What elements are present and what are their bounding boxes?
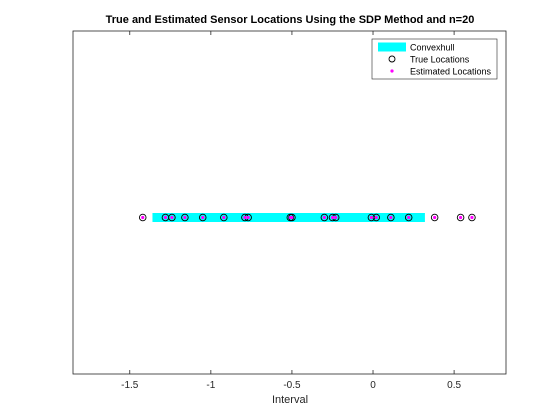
legend: Convexhull True Locations Estimated Locati… [372,39,497,79]
legend-label: Convexhull [410,43,455,53]
legend-label: Estimated Locations [410,67,492,77]
estimated-location-marker [470,216,473,219]
plot-area [73,31,506,374]
estimated-location-marker [323,216,326,219]
estimated-location-marker [334,216,337,219]
x-tick-label: -1 [206,380,215,391]
estimated-location-marker [331,216,334,219]
x-axis-label: Interval [272,394,308,406]
x-tick-label: 0.5 [447,380,461,391]
estimated-location-marker [247,216,250,219]
x-tick-label: -0.5 [283,380,301,391]
estimated-location-marker [201,216,204,219]
x-tick-label: -1.5 [121,380,139,391]
estimated-location-marker [433,216,436,219]
legend-label: True Locations [410,55,470,65]
estimated-location-marker [389,216,392,219]
estimated-location-marker [459,216,462,219]
estimated-location-marker [375,216,378,219]
estimated-location-marker [164,216,167,219]
estimated-location-marker [407,216,410,219]
estimated-location-marker [243,216,246,219]
chart-title: True and Estimated Sensor Locations Usin… [106,14,475,26]
estimated-location-marker [222,216,225,219]
estimated-location-marker [183,216,186,219]
x-tick-label: 0 [370,380,376,391]
legend-swatch-estimated-locations [390,69,393,72]
estimated-location-marker [370,216,373,219]
estimated-location-marker [170,216,173,219]
estimated-location-marker [141,216,144,219]
estimated-location-marker [290,216,293,219]
